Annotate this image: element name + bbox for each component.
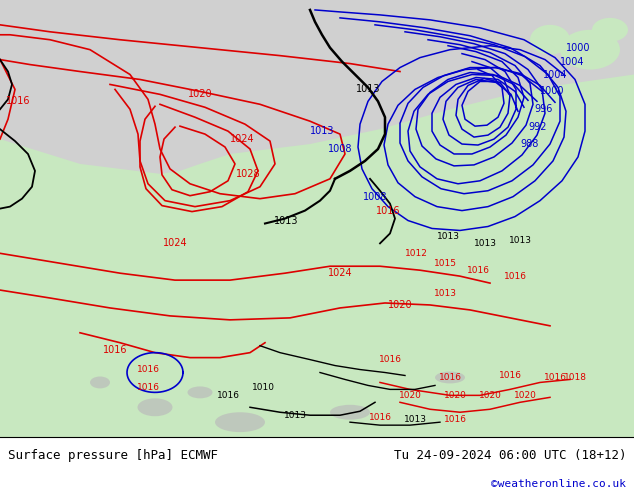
Text: 1012: 1012 <box>404 249 427 258</box>
Text: 1016: 1016 <box>103 344 127 355</box>
Text: 1013: 1013 <box>310 126 334 136</box>
Text: 1020: 1020 <box>479 391 501 400</box>
Text: 1013: 1013 <box>434 289 456 297</box>
Text: 1016: 1016 <box>467 266 489 275</box>
Text: 1013: 1013 <box>436 232 460 241</box>
Ellipse shape <box>435 371 465 384</box>
Text: 1016: 1016 <box>378 355 401 364</box>
Ellipse shape <box>530 25 570 54</box>
Text: 1013: 1013 <box>356 84 380 95</box>
Ellipse shape <box>188 387 212 398</box>
Text: 1016: 1016 <box>503 271 526 281</box>
Text: 1028: 1028 <box>236 169 261 179</box>
Text: 1016: 1016 <box>543 373 567 382</box>
Text: 1016: 1016 <box>376 206 400 216</box>
Text: 1024: 1024 <box>163 238 187 248</box>
Ellipse shape <box>90 376 110 389</box>
Polygon shape <box>0 0 634 174</box>
Text: 1016: 1016 <box>6 97 30 106</box>
Text: 1000: 1000 <box>540 86 564 97</box>
Text: 1016: 1016 <box>444 415 467 424</box>
Text: 1016: 1016 <box>439 373 462 382</box>
Text: 1008: 1008 <box>328 144 353 154</box>
Text: 1024: 1024 <box>328 268 353 278</box>
Text: 1010: 1010 <box>252 383 275 392</box>
Ellipse shape <box>592 18 628 42</box>
Text: 1013: 1013 <box>508 236 531 245</box>
Ellipse shape <box>138 398 172 416</box>
Text: 1020: 1020 <box>444 391 467 400</box>
Text: 988: 988 <box>521 139 539 149</box>
Text: 1015: 1015 <box>434 259 456 268</box>
Text: 1016: 1016 <box>216 391 240 400</box>
Text: Tu 24-09-2024 06:00 UTC (18+12): Tu 24-09-2024 06:00 UTC (18+12) <box>394 449 626 462</box>
Text: 1004: 1004 <box>560 56 585 67</box>
Text: 1000: 1000 <box>566 43 590 53</box>
Text: 1016: 1016 <box>136 383 160 392</box>
Text: 1016: 1016 <box>368 413 392 422</box>
Text: 1013: 1013 <box>403 415 427 424</box>
Text: 1018: 1018 <box>564 373 586 382</box>
Ellipse shape <box>560 30 620 70</box>
Text: 992: 992 <box>529 122 547 132</box>
Text: 1013: 1013 <box>274 216 298 225</box>
Text: 1016: 1016 <box>136 365 160 374</box>
Text: 1020: 1020 <box>387 300 412 310</box>
Text: Surface pressure [hPa] ECMWF: Surface pressure [hPa] ECMWF <box>8 449 217 462</box>
Text: 1020: 1020 <box>514 391 536 400</box>
Text: 1008: 1008 <box>363 192 387 202</box>
Ellipse shape <box>330 405 370 420</box>
Text: 1020: 1020 <box>399 391 422 400</box>
Text: 1013: 1013 <box>474 239 496 248</box>
Text: 1013: 1013 <box>283 411 306 420</box>
Text: 996: 996 <box>535 104 553 114</box>
Text: 1024: 1024 <box>230 134 254 144</box>
Ellipse shape <box>215 412 265 432</box>
Text: 1016: 1016 <box>498 371 522 380</box>
Text: 1004: 1004 <box>543 70 567 79</box>
Text: ©weatheronline.co.uk: ©weatheronline.co.uk <box>491 479 626 489</box>
Text: 1020: 1020 <box>188 89 212 99</box>
